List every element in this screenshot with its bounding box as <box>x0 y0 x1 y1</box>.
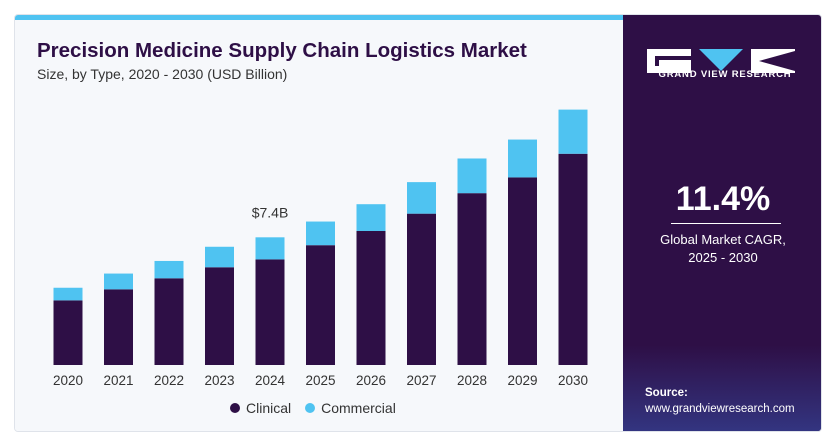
gvr-logo-icon <box>647 49 795 73</box>
cagr-value: 11.4% <box>675 180 771 218</box>
bar-commercial-2021 <box>104 273 133 290</box>
bar-clinical-2023 <box>205 267 234 365</box>
bar-commercial-2030 <box>558 109 588 154</box>
chart-title: Precision Medicine Supply Chain Logistic… <box>37 39 527 62</box>
brand-name: GRAND VIEW RESEARCH <box>658 69 792 80</box>
bar-commercial-2027 <box>407 182 436 214</box>
legend-label-clinical: Clinical <box>246 400 292 416</box>
x-tick-label-2028: 2028 <box>457 373 487 388</box>
legend-item-commercial: Commercial <box>305 400 396 416</box>
source-url[interactable]: www.grandviewresearch.com <box>645 403 795 415</box>
x-tick-label-2023: 2023 <box>204 373 234 388</box>
bar-commercial-2022 <box>154 260 184 279</box>
cagr-label-line1: Global Market CAGR, <box>660 232 786 247</box>
cagr-divider <box>671 223 781 224</box>
bar-commercial-2028 <box>457 158 487 194</box>
legend-dot-clinical <box>230 403 240 413</box>
bar-clinical-2024 <box>255 259 285 365</box>
bar-clinical-2030 <box>558 153 588 365</box>
x-tick-label-2025: 2025 <box>305 373 335 388</box>
x-tick-label-2027: 2027 <box>406 373 436 388</box>
data-label-2024: $7.4B <box>252 204 289 220</box>
chart-legend: Clinical Commercial <box>230 400 410 416</box>
bar-commercial-2025 <box>306 221 335 246</box>
bar-clinical-2021 <box>104 289 133 365</box>
bar-commercial-2026 <box>356 204 386 231</box>
bar-chart: 2020 2021 2022 2023 2024 $7.4B 2025 2026 2027 202… <box>53 109 588 388</box>
top-accent-bar <box>15 15 623 20</box>
bar-commercial-2024 <box>255 237 285 260</box>
source-label: Source: <box>645 387 688 399</box>
x-tick-label-2026: 2026 <box>356 373 386 388</box>
legend-dot-commercial <box>305 403 316 413</box>
bar-commercial-2029 <box>508 139 537 178</box>
bar-clinical-2020 <box>53 300 83 365</box>
chart-panel: Precision Medicine Supply Chain Logistic… <box>15 15 623 431</box>
bar-clinical-2027 <box>407 213 436 365</box>
x-tick-label-2029: 2029 <box>507 373 537 388</box>
bar-clinical-2029 <box>508 177 537 365</box>
bar-clinical-2028 <box>457 193 487 365</box>
bar-commercial-2020 <box>53 287 83 301</box>
decorative-grid <box>623 345 821 431</box>
x-tick-label-2021: 2021 <box>103 373 133 388</box>
x-tick-label-2024: 2024 <box>255 373 286 388</box>
x-tick-label-2022: 2022 <box>154 373 184 388</box>
legend-label-commercial: Commercial <box>321 400 396 416</box>
cagr-label-line2: 2025 - 2030 <box>688 250 758 265</box>
brand-panel: GRAND VIEW RESEARCH 11.4% Global Market … <box>623 15 821 431</box>
bar-clinical-2025 <box>306 245 335 365</box>
x-tick-label-2020: 2020 <box>53 373 83 388</box>
bar-commercial-2023 <box>205 246 234 268</box>
bar-clinical-2026 <box>356 231 386 365</box>
bar-clinical-2022 <box>154 278 184 365</box>
legend-item-clinical: Clinical <box>230 400 291 416</box>
chart-subtitle: Size, by Type, 2020 - 2030 (USD Billion) <box>37 66 288 82</box>
x-tick-label-2030: 2030 <box>558 373 588 388</box>
infographic-card: Precision Medicine Supply Chain Logistic… <box>14 14 822 432</box>
cagr-label: Global Market CAGR, 2025 - 2030 <box>623 231 821 267</box>
